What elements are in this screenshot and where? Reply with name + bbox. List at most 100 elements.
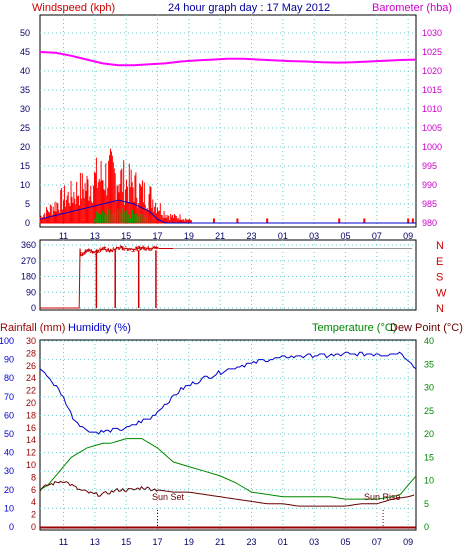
humidity-tick-label: 50 <box>4 429 14 439</box>
windspeed-tick-label: 15 <box>20 161 30 171</box>
wind-direction-mark <box>104 246 107 249</box>
compass-tick-label: S <box>436 272 443 284</box>
rainfall-tick-label: 20 <box>26 398 36 408</box>
windspeed-tick-label: 50 <box>20 28 30 38</box>
windspeed-tick-label: 45 <box>20 47 30 57</box>
wind-direction-mark <box>102 248 104 251</box>
wind-direction-mark <box>152 246 155 249</box>
x-tick-label-humidity: 07 <box>372 537 382 547</box>
rainfall-tick-label: 26 <box>26 361 36 371</box>
windspeed-tick-label: 40 <box>20 66 30 76</box>
wind-direction-mark <box>153 246 156 249</box>
x-tick-label-humidity: 15 <box>121 537 131 547</box>
temperature-tick-label: 35 <box>424 359 434 369</box>
wind-direction-mark <box>82 254 85 256</box>
x-tick-label-humidity: 11 <box>59 537 68 547</box>
temperature-tick-label: 15 <box>424 452 434 462</box>
x-tick-label-wind: 21 <box>215 231 225 241</box>
barometer-tick-label: 1030 <box>422 28 442 38</box>
barometer-tick-label: 995 <box>422 161 437 171</box>
compass-tick-label: N <box>436 240 444 252</box>
wind-direction-mark <box>87 249 90 252</box>
wind-direction-mark <box>155 246 158 250</box>
barometer-tick-label: 980 <box>422 218 437 228</box>
wind-direction-mark <box>143 246 146 251</box>
wind-direction-mark <box>156 246 158 250</box>
wind-direction-mark <box>134 249 136 251</box>
barometer-line <box>39 51 417 67</box>
wind-direction-mark <box>97 250 100 253</box>
barometer-tick-label: 1010 <box>422 104 442 114</box>
temperature-tick-label: 0 <box>424 522 429 532</box>
temperature-tick-label: 30 <box>424 383 434 393</box>
wind-direction-mark <box>81 252 84 257</box>
compass-tick-label: W <box>436 287 447 299</box>
wind-direction-mark <box>94 253 96 255</box>
barometer-tick-label: 1025 <box>422 47 442 57</box>
x-tick-label-wind: 23 <box>246 231 256 241</box>
dewpoint-axis-label: Dew Point (°C) <box>390 322 463 334</box>
wind-direction-mark <box>139 246 142 250</box>
temperature-tick-label: 5 <box>424 499 429 509</box>
x-tick-label-wind: 05 <box>340 231 350 241</box>
barometer-tick-label: 1020 <box>422 66 442 76</box>
wind-direction-mark <box>88 249 91 252</box>
wind-direction-mark <box>120 245 122 249</box>
wind-direction-mark <box>109 248 111 253</box>
sunrise-label: Sun Rise <box>364 492 401 502</box>
wind-direction-mark <box>110 249 113 252</box>
rainfall-tick-label: 24 <box>26 373 36 383</box>
wind-direction-mark <box>121 246 124 251</box>
wind-direction-mark <box>118 248 121 250</box>
rainfall-tick-label: 16 <box>26 423 36 433</box>
wind-direction-mark <box>136 246 139 252</box>
windspeed-tick-label: 0 <box>25 218 30 228</box>
wind-direction-mark <box>91 250 93 254</box>
x-tick-label-wind: 17 <box>152 231 162 241</box>
humidity-tick-label: 20 <box>4 485 14 495</box>
wind-direction-mark <box>130 247 133 250</box>
direction-panel-frame <box>39 239 417 311</box>
wind-direction-mark <box>93 251 96 254</box>
direction-tick-label: 360 <box>21 240 36 250</box>
windspeed-tick-label: 20 <box>20 142 30 152</box>
x-tick-label-humidity: 23 <box>246 537 256 547</box>
wind-direction-mark <box>111 249 114 253</box>
humidity-tick-label: 10 <box>4 503 14 513</box>
wind-direction-mark <box>106 250 108 253</box>
wind-average-line <box>39 199 416 224</box>
wind-direction-mark <box>117 246 119 249</box>
temperature-tick-label: 25 <box>424 406 434 416</box>
wind-direction-mark <box>84 251 87 254</box>
wind-direction-mark <box>81 251 83 254</box>
x-tick-label-wind: 15 <box>121 231 131 241</box>
wind-panel-frame <box>39 14 417 228</box>
compass-tick-label: N <box>436 303 444 315</box>
wind-direction-mark <box>145 248 147 251</box>
wind-direction-mark <box>142 245 144 248</box>
barometer-tick-label: 985 <box>422 199 437 209</box>
x-tick-label-humidity: 21 <box>215 537 225 547</box>
wind-direction-mark <box>99 247 101 250</box>
wind-direction-mark <box>146 247 148 250</box>
humidity-tick-label: 70 <box>4 392 14 402</box>
sunset-label: Sun Set <box>152 492 185 502</box>
wind-direction-mark <box>117 248 120 251</box>
humidity-panel-frame <box>39 339 417 531</box>
barometer-tick-label: 1000 <box>422 142 442 152</box>
rainfall-tick-label: 18 <box>26 410 36 420</box>
wind-direction-mark <box>107 247 110 252</box>
rainfall-tick-label: 0 <box>31 522 36 532</box>
temperature-tick-label: 40 <box>424 336 434 346</box>
barometer-tick-label: 1015 <box>422 85 442 95</box>
wind-direction-mark <box>127 248 129 251</box>
wind-direction-mark <box>88 248 90 251</box>
rainfall-tick-label: 12 <box>26 448 36 458</box>
barometer-axis-label: Barometer (hba) <box>372 2 452 14</box>
x-tick-label-humidity: 03 <box>309 537 319 547</box>
windspeed-tick-label: 5 <box>25 199 30 209</box>
wind-direction-mark <box>90 249 93 252</box>
x-tick-label-wind: 13 <box>90 231 100 241</box>
wind-direction-mark <box>112 247 115 250</box>
